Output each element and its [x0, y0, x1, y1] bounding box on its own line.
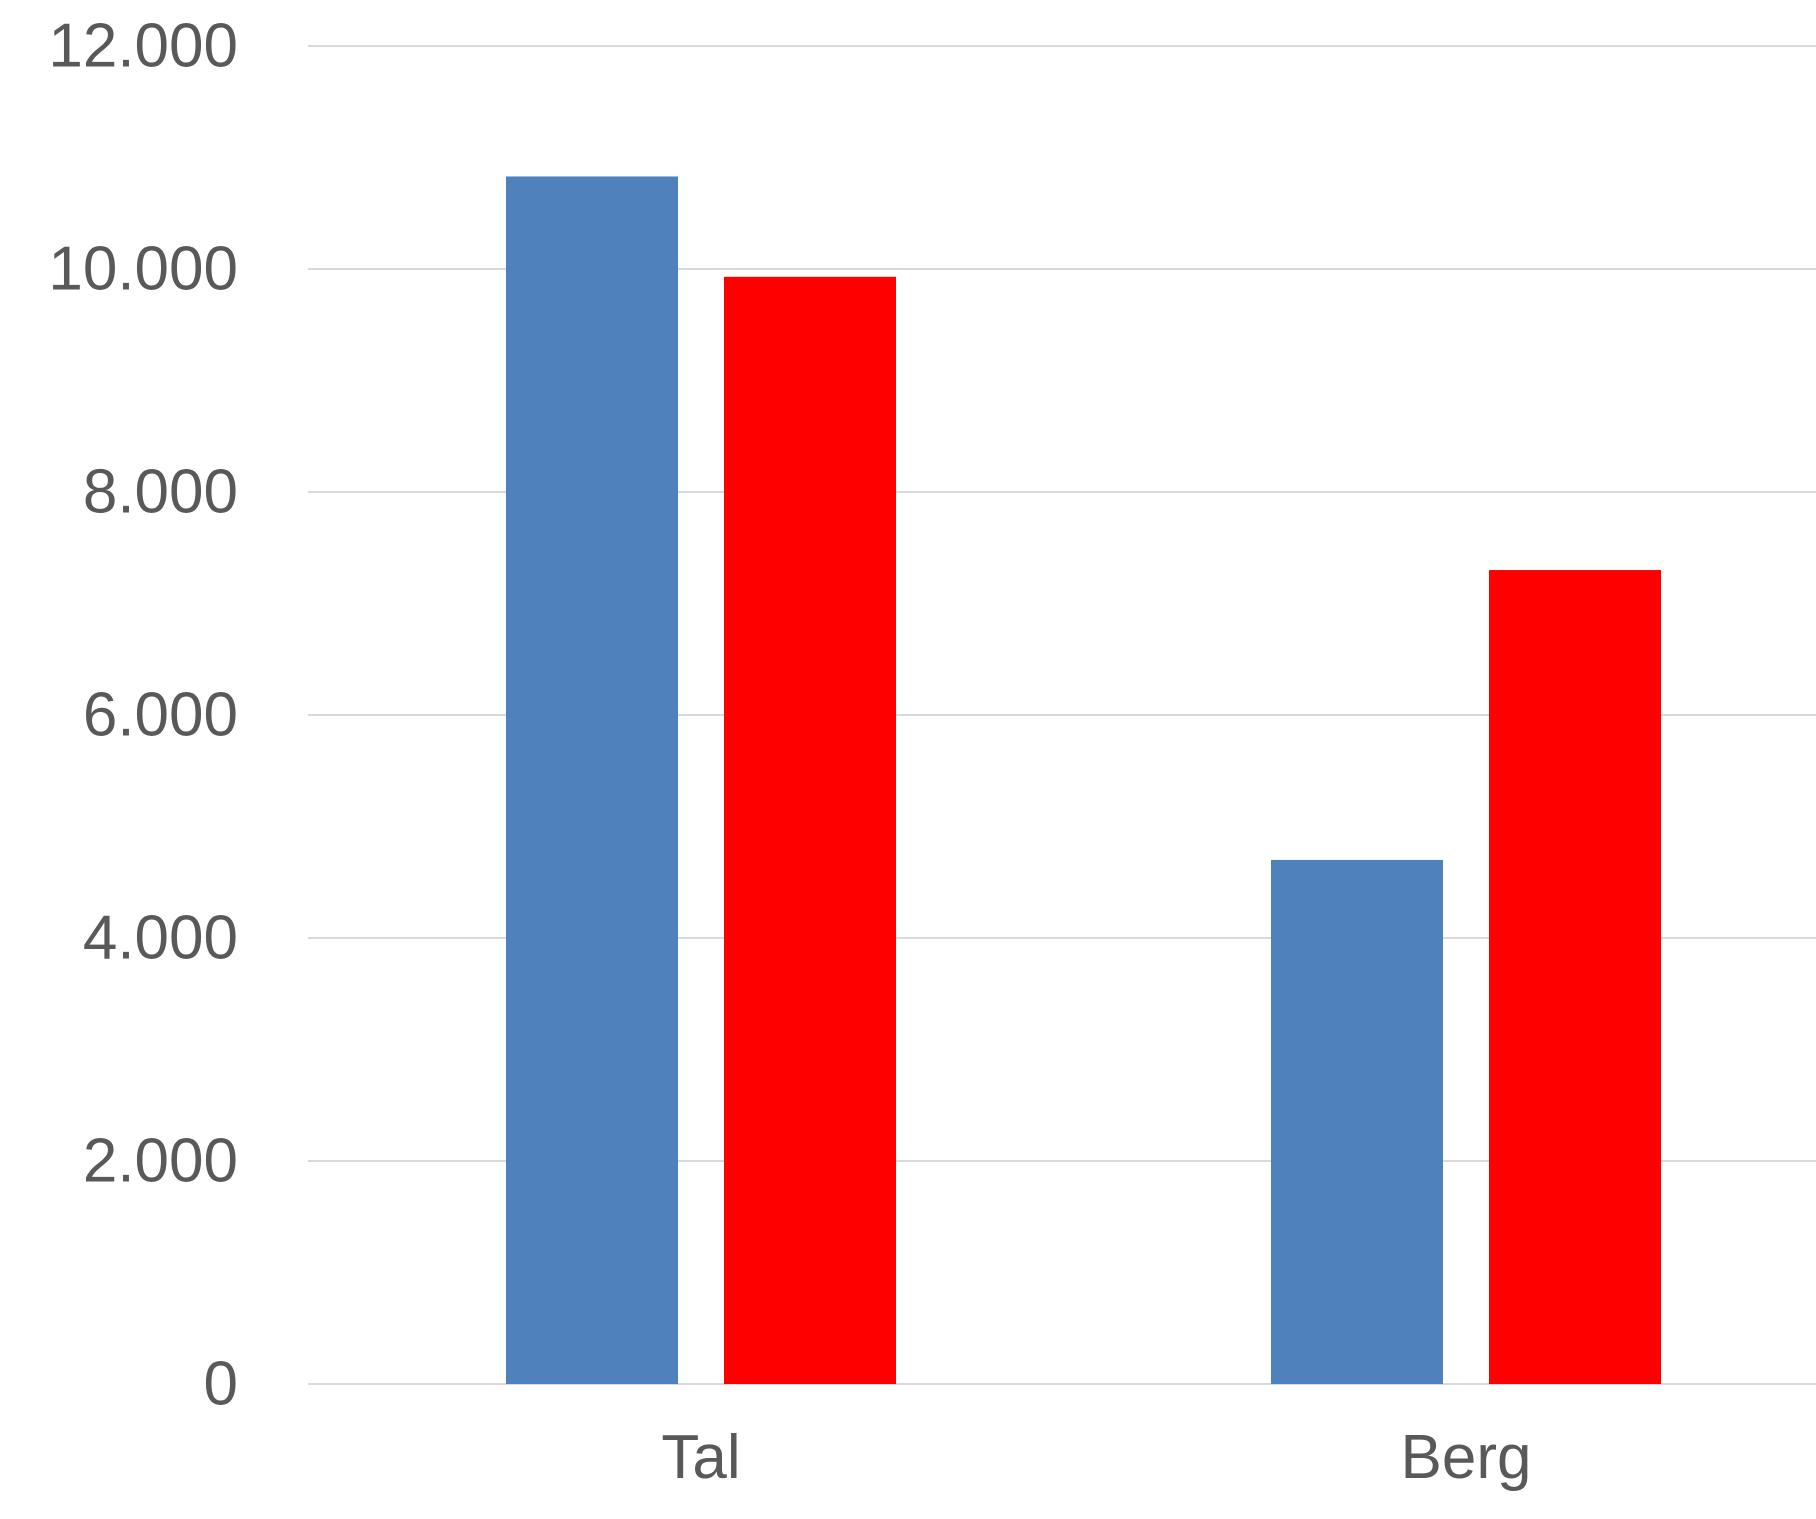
x-tick-label: Tal [661, 1423, 740, 1492]
bar-berg-series-2 [1489, 570, 1661, 1384]
bar-tal-series-1 [506, 176, 678, 1385]
y-tick-label: 12.000 [48, 12, 238, 81]
bar-berg-series-1 [1271, 859, 1443, 1384]
y-tick-label: 8.000 [83, 458, 238, 527]
y-tick-label: 4.000 [83, 904, 238, 973]
y-axis-tick-labels: 0 2.000 4.000 6.000 8.000 10.000 12.000 [48, 12, 238, 1419]
x-axis-tick-labels: Tal Berg [661, 1423, 1531, 1492]
y-tick-label: 10.000 [48, 235, 238, 304]
y-tick-label: 0 [204, 1350, 238, 1419]
y-tick-label: 6.000 [83, 681, 238, 750]
bars [506, 176, 1661, 1385]
bar-tal-series-2 [724, 276, 896, 1385]
x-tick-label: Berg [1401, 1423, 1532, 1492]
y-tick-label: 2.000 [83, 1127, 238, 1196]
